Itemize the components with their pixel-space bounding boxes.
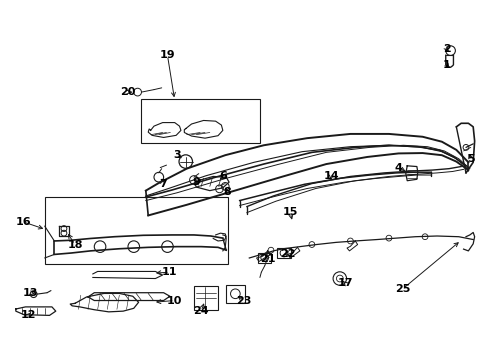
Bar xyxy=(194,286,217,310)
Text: 6: 6 xyxy=(219,171,226,181)
Text: 20: 20 xyxy=(120,87,135,97)
Text: 18: 18 xyxy=(67,239,82,249)
Text: 3: 3 xyxy=(173,150,181,160)
Bar xyxy=(226,284,244,303)
Text: 13: 13 xyxy=(22,288,38,298)
Bar xyxy=(258,253,271,262)
Text: 2: 2 xyxy=(442,44,449,54)
Text: 10: 10 xyxy=(167,296,182,306)
Text: 16: 16 xyxy=(15,217,31,227)
Text: 12: 12 xyxy=(21,310,37,320)
Text: 25: 25 xyxy=(394,284,409,294)
Text: 5: 5 xyxy=(466,154,474,164)
Text: 9: 9 xyxy=(192,177,200,187)
Text: 17: 17 xyxy=(337,279,353,288)
Text: 14: 14 xyxy=(323,171,338,181)
Text: 23: 23 xyxy=(235,296,251,306)
Text: 24: 24 xyxy=(193,306,208,316)
Text: 8: 8 xyxy=(224,188,231,197)
Text: 4: 4 xyxy=(394,163,402,172)
Text: 21: 21 xyxy=(259,254,275,264)
Bar xyxy=(44,197,227,264)
Text: 19: 19 xyxy=(159,50,175,60)
Text: 11: 11 xyxy=(162,267,177,277)
Text: 22: 22 xyxy=(280,249,295,259)
Bar xyxy=(277,248,290,258)
Text: 7: 7 xyxy=(159,179,166,189)
Bar xyxy=(141,99,260,144)
Text: 1: 1 xyxy=(442,60,449,70)
Text: 15: 15 xyxy=(282,207,297,217)
